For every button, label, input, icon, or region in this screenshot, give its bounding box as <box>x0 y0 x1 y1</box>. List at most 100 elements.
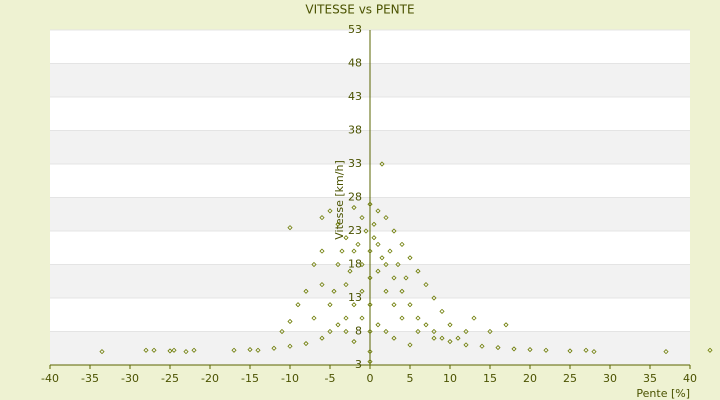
scatter-point <box>247 347 253 353</box>
y-tick-label: 38 <box>348 124 362 137</box>
scatter-point <box>359 315 365 321</box>
x-tick-label: -40 <box>41 372 59 385</box>
scatter-point <box>359 288 365 294</box>
y-tick-label: 23 <box>348 224 362 237</box>
scatter-point <box>143 347 149 353</box>
scatter-point <box>399 315 405 321</box>
scatter-point <box>399 288 405 294</box>
y-tick-label: 33 <box>348 157 362 170</box>
scatter-point <box>367 201 373 207</box>
x-tick-label: -30 <box>121 372 139 385</box>
scatter-point <box>543 347 549 353</box>
scatter-point <box>351 302 357 308</box>
scatter-point <box>287 318 293 325</box>
scatter-point <box>375 322 381 328</box>
scatter-point <box>415 328 421 335</box>
x-tick-label: 10 <box>443 372 457 385</box>
scatter-point <box>471 315 477 321</box>
y-tick-label: 53 <box>348 23 362 36</box>
x-tick-label: 15 <box>483 372 497 385</box>
scatter-point <box>319 282 325 288</box>
scatter-point <box>391 228 397 234</box>
scatter-point <box>407 342 413 348</box>
scatter-point <box>431 295 437 301</box>
scatter-point <box>255 347 261 353</box>
x-tick-label: 40 <box>683 372 697 385</box>
scatter-point <box>415 315 421 321</box>
scatter-point <box>319 335 325 341</box>
scatter-point <box>527 347 533 353</box>
scatter-point <box>319 215 325 221</box>
y-tick-label: 48 <box>348 57 362 70</box>
scatter-point <box>311 315 317 321</box>
scatter-point <box>363 228 369 234</box>
scatter-point <box>311 261 317 268</box>
scatter-point <box>399 241 405 247</box>
scatter-point <box>303 340 309 347</box>
scatter-point <box>431 328 437 335</box>
scatter-point <box>343 235 349 241</box>
scatter-point <box>391 275 397 281</box>
x-tick-label: 0 <box>367 372 374 385</box>
scatter-point <box>567 348 573 354</box>
scatter-point <box>271 345 277 351</box>
scatter-point <box>447 338 453 345</box>
scatter-point <box>415 268 421 274</box>
scatter-point <box>359 215 365 221</box>
scatter-point <box>367 302 373 308</box>
scatter-point <box>407 255 413 261</box>
scatter-point <box>439 335 445 341</box>
x-tick-label: -35 <box>81 372 99 385</box>
scatter-point <box>463 328 469 335</box>
scatter-point <box>403 275 409 281</box>
scatter-point <box>99 349 105 355</box>
scatter-point <box>171 347 177 353</box>
x-tick-label: 5 <box>407 372 414 385</box>
scatter-point <box>383 215 389 221</box>
scatter-point <box>367 349 373 355</box>
scatter-point <box>167 348 173 354</box>
y-tick-label: 13 <box>348 291 362 304</box>
x-tick-label: -20 <box>201 372 219 385</box>
scatter-point <box>375 268 381 274</box>
scatter-point <box>383 261 389 268</box>
scatter-point <box>151 347 157 353</box>
scatter-point <box>279 328 285 335</box>
scatter-point <box>663 349 669 355</box>
scatter-point <box>367 275 373 281</box>
scatter-point <box>303 288 309 294</box>
scatter-point <box>343 328 349 335</box>
scatter-point <box>183 349 189 355</box>
x-tick-label: 25 <box>563 372 577 385</box>
scatter-point <box>423 282 429 288</box>
x-tick-label: -15 <box>241 372 259 385</box>
scatter-point <box>387 248 393 254</box>
scatter-point <box>367 248 373 254</box>
scatter-point <box>391 335 397 341</box>
scatter-point <box>495 345 501 351</box>
scatter-point <box>367 359 373 365</box>
chart-title: VITESSE vs PENTE <box>305 3 414 17</box>
y-tick-label: 43 <box>348 90 362 103</box>
scatter-point <box>359 261 365 268</box>
scatter-point <box>287 225 293 231</box>
scatter-point <box>351 204 357 211</box>
x-tick-label: 35 <box>643 372 657 385</box>
y-tick-label: 3 <box>355 358 362 371</box>
scatter-point <box>503 322 509 328</box>
scatter-point <box>371 235 377 241</box>
scatter-point <box>347 268 353 274</box>
scatter-point <box>455 335 461 341</box>
scatter-point <box>447 322 453 328</box>
scatter-point <box>351 338 357 345</box>
scatter-point <box>431 335 437 341</box>
scatter-point <box>343 315 349 321</box>
scatter-point <box>371 221 377 227</box>
scatter-point <box>383 288 389 294</box>
scatter-point <box>707 347 713 353</box>
x-tick-label: 30 <box>603 372 617 385</box>
x-tick-label: -25 <box>161 372 179 385</box>
scatter-point <box>583 347 589 353</box>
scatter-point <box>355 241 361 247</box>
